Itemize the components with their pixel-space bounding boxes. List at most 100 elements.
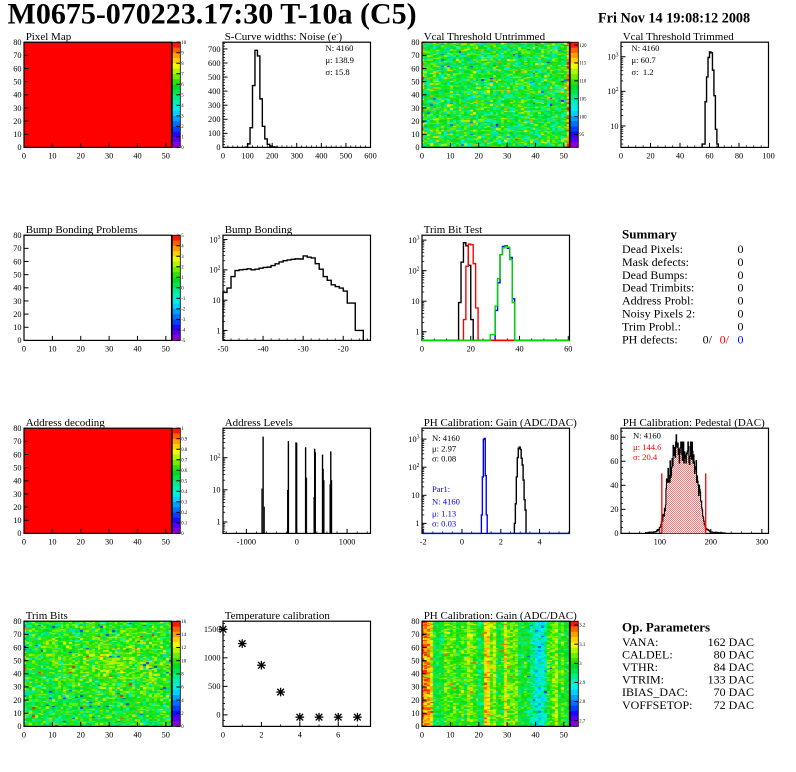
svg-text:50: 50 bbox=[411, 78, 419, 87]
svg-text:103: 103 bbox=[408, 236, 419, 245]
svg-text:-5: -5 bbox=[181, 339, 186, 344]
svg-text:IBIAS_DAC:: IBIAS_DAC: bbox=[622, 685, 688, 699]
svg-text:0: 0 bbox=[738, 319, 744, 333]
svg-text:30: 30 bbox=[13, 490, 21, 499]
svg-text:20: 20 bbox=[13, 117, 21, 126]
svg-text:Address decoding: Address decoding bbox=[26, 417, 106, 429]
svg-text:PH Calibration: Gain (ADC/DAC): PH Calibration: Gain (ADC/DAC) bbox=[424, 610, 577, 622]
svg-text:30: 30 bbox=[105, 344, 113, 353]
svg-text:70 DAC: 70 DAC bbox=[714, 685, 754, 699]
svg-text:50: 50 bbox=[13, 656, 21, 665]
svg-text:μ: 138.9: μ: 138.9 bbox=[326, 55, 354, 65]
svg-text:40: 40 bbox=[531, 730, 539, 739]
svg-text:4: 4 bbox=[298, 730, 303, 739]
svg-text:Bump Bonding: Bump Bonding bbox=[225, 224, 293, 236]
svg-text:10: 10 bbox=[181, 659, 186, 664]
svg-text:μ: 1.13: μ: 1.13 bbox=[432, 509, 456, 519]
svg-text:Vcal Threshold Trimmed: Vcal Threshold Trimmed bbox=[623, 31, 735, 43]
svg-text:0/: 0/ bbox=[703, 332, 713, 346]
svg-text:Par1:: Par1: bbox=[432, 484, 450, 494]
svg-text:80: 80 bbox=[411, 38, 419, 47]
svg-text:9: 9 bbox=[181, 51, 184, 56]
svg-text:95: 95 bbox=[579, 133, 584, 138]
svg-text:10: 10 bbox=[212, 486, 220, 495]
svg-text:80: 80 bbox=[13, 231, 21, 240]
svg-text:Trim Bit Test: Trim Bit Test bbox=[424, 224, 483, 236]
svg-text:σ: 0.08: σ: 0.08 bbox=[432, 454, 456, 464]
svg-text:10: 10 bbox=[13, 323, 21, 332]
svg-text:40: 40 bbox=[676, 151, 684, 160]
svg-text:2: 2 bbox=[181, 712, 184, 717]
svg-text:50: 50 bbox=[411, 656, 419, 665]
svg-text:500: 500 bbox=[340, 151, 352, 160]
svg-text:40: 40 bbox=[133, 151, 141, 160]
svg-text:50: 50 bbox=[560, 151, 568, 160]
svg-text:0: 0 bbox=[619, 151, 623, 160]
svg-text:-40: -40 bbox=[258, 344, 269, 353]
svg-text:60: 60 bbox=[610, 457, 618, 466]
svg-text:2.9: 2.9 bbox=[579, 681, 586, 686]
svg-text:72 DAC: 72 DAC bbox=[714, 698, 754, 712]
svg-text:VANA:: VANA: bbox=[622, 635, 658, 649]
svg-text:0: 0 bbox=[221, 730, 225, 739]
svg-text:0: 0 bbox=[216, 711, 220, 720]
svg-text:20: 20 bbox=[411, 696, 419, 705]
svg-text:10: 10 bbox=[48, 151, 56, 160]
svg-text:N: 4160: N: 4160 bbox=[432, 433, 460, 443]
svg-text:Dead Pixels:: Dead Pixels: bbox=[622, 242, 683, 256]
svg-text:12: 12 bbox=[181, 646, 186, 651]
svg-text:70: 70 bbox=[13, 437, 21, 446]
svg-text:N: 4160: N: 4160 bbox=[633, 431, 661, 441]
svg-text:0: 0 bbox=[181, 532, 184, 537]
svg-text:70: 70 bbox=[411, 630, 419, 639]
svg-text:40: 40 bbox=[133, 730, 141, 739]
svg-text:600: 600 bbox=[208, 59, 220, 68]
svg-text:10: 10 bbox=[446, 151, 454, 160]
svg-text:30: 30 bbox=[105, 730, 113, 739]
svg-text:60: 60 bbox=[411, 643, 419, 652]
svg-text:500: 500 bbox=[208, 682, 220, 691]
svg-text:100: 100 bbox=[654, 537, 666, 546]
svg-text:Address Probl:: Address Probl: bbox=[622, 294, 694, 308]
svg-text:60: 60 bbox=[13, 64, 21, 73]
svg-text:30: 30 bbox=[411, 104, 419, 113]
svg-text:0.7: 0.7 bbox=[181, 459, 188, 464]
svg-text:0: 0 bbox=[420, 730, 424, 739]
svg-text:0: 0 bbox=[221, 151, 225, 160]
svg-text:40: 40 bbox=[133, 344, 141, 353]
svg-text:20: 20 bbox=[13, 310, 21, 319]
svg-text:100: 100 bbox=[762, 151, 774, 160]
svg-text:300: 300 bbox=[756, 537, 768, 546]
svg-text:100: 100 bbox=[241, 151, 253, 160]
svg-text:2.7: 2.7 bbox=[579, 719, 586, 724]
svg-text:20: 20 bbox=[467, 344, 475, 353]
svg-text:30: 30 bbox=[411, 683, 419, 692]
svg-text:40: 40 bbox=[515, 344, 523, 353]
svg-text:3.2: 3.2 bbox=[579, 624, 586, 629]
svg-text:60: 60 bbox=[705, 151, 713, 160]
svg-text:0: 0 bbox=[738, 255, 744, 269]
svg-text:20: 20 bbox=[610, 505, 618, 514]
svg-text:60: 60 bbox=[13, 450, 21, 459]
svg-text:105: 105 bbox=[579, 97, 587, 102]
svg-text:10: 10 bbox=[13, 709, 21, 718]
svg-text:0: 0 bbox=[738, 307, 744, 321]
svg-text:-50: -50 bbox=[217, 344, 228, 353]
svg-text:103: 103 bbox=[607, 52, 618, 61]
svg-text:Temperature calibration: Temperature calibration bbox=[225, 610, 331, 622]
svg-text:10: 10 bbox=[411, 297, 419, 306]
svg-text:400: 400 bbox=[208, 87, 220, 96]
svg-text:102: 102 bbox=[209, 265, 220, 274]
svg-text:0/: 0/ bbox=[720, 332, 730, 346]
svg-text:10: 10 bbox=[212, 296, 220, 305]
svg-text:0.6: 0.6 bbox=[181, 469, 188, 474]
svg-text:μ: 144.6: μ: 144.6 bbox=[633, 442, 662, 452]
svg-text:PH Calibration: Gain (ADC/DAC): PH Calibration: Gain (ADC/DAC) bbox=[424, 417, 577, 429]
svg-text:20: 20 bbox=[475, 151, 483, 160]
svg-text:20: 20 bbox=[411, 117, 419, 126]
svg-text:0: 0 bbox=[22, 730, 26, 739]
svg-text:1000: 1000 bbox=[204, 654, 221, 663]
svg-text:40: 40 bbox=[133, 537, 141, 546]
svg-text:10: 10 bbox=[181, 41, 186, 46]
svg-text:4: 4 bbox=[181, 699, 184, 704]
